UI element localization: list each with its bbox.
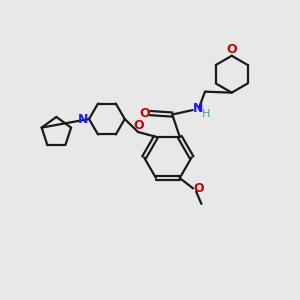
Text: O: O bbox=[226, 43, 237, 56]
Text: N: N bbox=[78, 112, 88, 125]
Text: O: O bbox=[139, 106, 150, 120]
Text: H: H bbox=[202, 109, 210, 119]
Text: N: N bbox=[193, 102, 203, 115]
Text: O: O bbox=[193, 182, 204, 195]
Text: O: O bbox=[134, 119, 144, 132]
